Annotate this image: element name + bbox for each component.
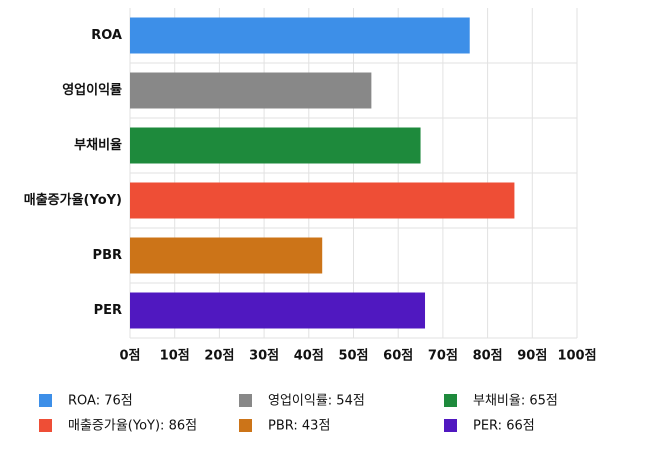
legend-swatch [39, 419, 52, 432]
x-tick-label: 20점 [204, 349, 234, 364]
x-tick-label: 30점 [249, 349, 279, 364]
x-tick-label: 10점 [160, 349, 190, 364]
x-tick-label: 40점 [294, 349, 324, 364]
legend-label: 부채비율: 65점 [473, 394, 558, 409]
legend-label: ROA: 76점 [68, 394, 133, 409]
legend-label: PBR: 43점 [268, 419, 330, 434]
y-tick-label: PER [94, 303, 122, 318]
legend-label: PER: 66점 [473, 419, 535, 434]
y-tick-label: PBR [93, 248, 122, 263]
x-tick-label: 70점 [428, 349, 458, 364]
legend-swatch [39, 394, 52, 407]
x-tick-label: 80점 [473, 349, 503, 364]
y-tick-label: ROA [91, 28, 122, 43]
x-tick-label: 60점 [383, 349, 413, 364]
bar [130, 127, 421, 164]
y-tick-label: 부채비율 [74, 137, 122, 153]
bar [130, 72, 372, 109]
x-tick-label: 50점 [338, 349, 368, 364]
bar [130, 292, 426, 329]
x-tick-label: 100점 [557, 349, 596, 364]
x-tick-label: 90점 [517, 349, 547, 364]
legend-swatch [444, 394, 457, 407]
y-tick-label: 영업이익률 [62, 82, 122, 98]
legend-label: 영업이익률: 54점 [268, 394, 365, 409]
bar [130, 182, 515, 219]
legend-swatch [239, 394, 252, 407]
bar [130, 237, 323, 274]
legend-swatch [239, 419, 252, 432]
y-tick-label: 매출증가율(YoY) [24, 192, 122, 208]
bar [130, 17, 470, 54]
x-tick-label: 0점 [119, 349, 140, 364]
legend-swatch [444, 419, 457, 432]
legend-label: 매출증가율(YoY): 86점 [68, 419, 197, 434]
